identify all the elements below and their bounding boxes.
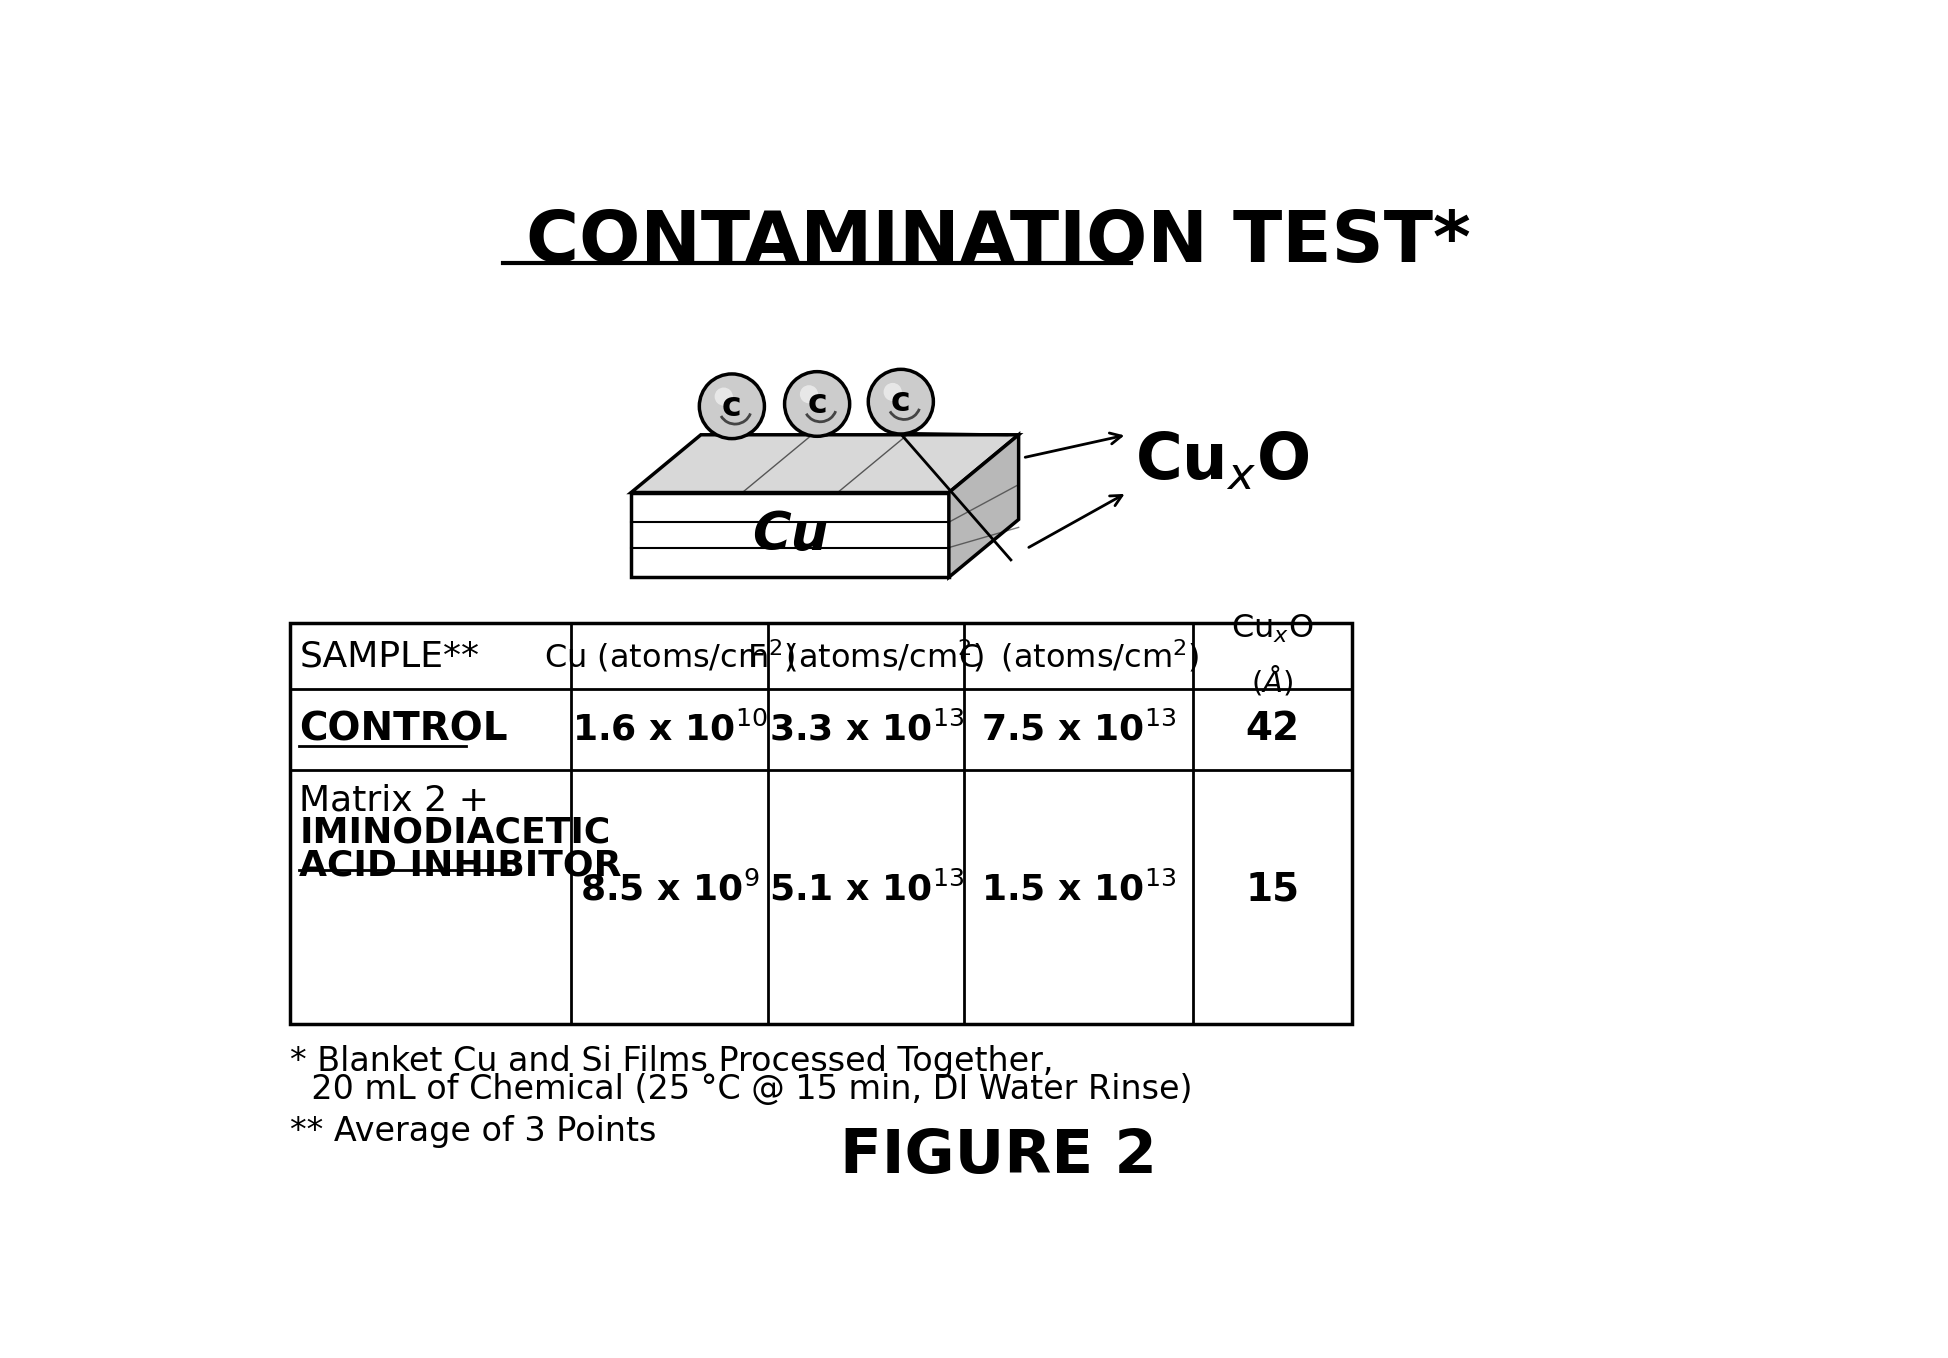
- Text: 15: 15: [1245, 870, 1299, 909]
- Polygon shape: [949, 435, 1019, 577]
- Text: IMINODIACETIC: IMINODIACETIC: [300, 816, 610, 850]
- Text: c: c: [806, 387, 826, 421]
- Circle shape: [785, 372, 849, 436]
- Polygon shape: [631, 493, 949, 577]
- Text: FIGURE 2: FIGURE 2: [840, 1127, 1157, 1186]
- Text: Cu$_x$O: Cu$_x$O: [1231, 612, 1313, 645]
- Text: ACID INHIBITOR: ACID INHIBITOR: [300, 849, 621, 883]
- Text: Cu: Cu: [752, 509, 828, 561]
- Text: Cu (atoms/cm$^2$): Cu (atoms/cm$^2$): [543, 638, 795, 675]
- Polygon shape: [631, 435, 1019, 493]
- Text: c: c: [890, 386, 910, 418]
- Text: Matrix 2 +: Matrix 2 +: [300, 784, 489, 818]
- Bar: [290, 623, 1352, 1024]
- Text: 7.5 x 10$^{13}$: 7.5 x 10$^{13}$: [980, 712, 1175, 747]
- Circle shape: [799, 386, 818, 403]
- Text: CONTAMINATION TEST*: CONTAMINATION TEST*: [526, 208, 1471, 277]
- Text: 5.1 x 10$^{13}$: 5.1 x 10$^{13}$: [768, 870, 962, 907]
- Text: Cu$_x$O: Cu$_x$O: [1134, 430, 1309, 493]
- Text: SAMPLE**: SAMPLE**: [300, 640, 479, 674]
- Text: $(\AA)$: $(\AA)$: [1251, 664, 1293, 698]
- Circle shape: [882, 383, 902, 401]
- Text: * Blanket Cu and Si Films Processed Together,: * Blanket Cu and Si Films Processed Toge…: [290, 1046, 1054, 1078]
- Circle shape: [867, 369, 933, 435]
- Text: C  (atoms/cm$^2$): C (atoms/cm$^2$): [956, 638, 1198, 675]
- Text: 1.6 x 10$^{10}$: 1.6 x 10$^{10}$: [571, 712, 768, 747]
- Text: CONTROL: CONTROL: [300, 710, 508, 748]
- Text: 1.5 x 10$^{13}$: 1.5 x 10$^{13}$: [980, 870, 1175, 907]
- Text: 3.3 x 10$^{13}$: 3.3 x 10$^{13}$: [768, 712, 962, 747]
- Circle shape: [715, 387, 732, 406]
- Text: 20 mL of Chemical (25 °C @ 15 min, DI Water Rinse): 20 mL of Chemical (25 °C @ 15 min, DI Wa…: [290, 1073, 1192, 1107]
- Circle shape: [699, 373, 764, 439]
- Text: 8.5 x 10$^{9}$: 8.5 x 10$^{9}$: [581, 870, 760, 907]
- Text: c: c: [721, 390, 742, 422]
- Text: ** Average of 3 Points: ** Average of 3 Points: [290, 1115, 656, 1148]
- Text: F  (atoms/cm$^2$): F (atoms/cm$^2$): [746, 638, 984, 675]
- Text: 42: 42: [1245, 710, 1299, 748]
